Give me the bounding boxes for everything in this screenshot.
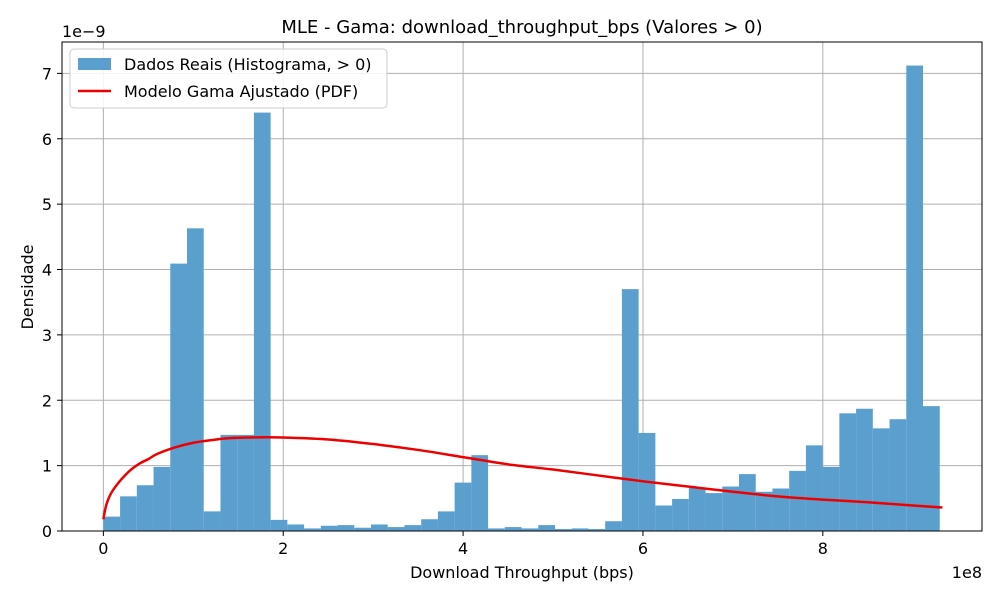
histogram-bar xyxy=(320,525,338,531)
histogram-bar xyxy=(872,428,890,531)
x-axis-label: Download Throughput (bps) xyxy=(410,563,634,582)
histogram-bar xyxy=(705,493,723,531)
histogram-bar xyxy=(170,263,188,531)
histogram-bar xyxy=(688,487,706,531)
y-axis-label: Densidade xyxy=(18,244,37,329)
histogram-bar xyxy=(906,65,924,531)
histogram-bar xyxy=(337,525,355,531)
histogram-bar xyxy=(270,519,288,531)
y-tick-label: 6 xyxy=(42,130,52,149)
histogram-bar xyxy=(237,434,254,531)
y-tick-label: 1 xyxy=(42,457,52,476)
y-tick-label: 0 xyxy=(42,522,52,541)
legend-curve-label: Modelo Gama Ajustado (PDF) xyxy=(124,82,358,101)
legend: Dados Reais (Histograma, > 0) Modelo Gam… xyxy=(69,48,388,109)
histogram-bar xyxy=(120,496,137,531)
histogram-bar xyxy=(187,228,204,532)
chart-title: MLE - Gama: download_throughput_bps (Val… xyxy=(281,17,762,38)
histogram-bar xyxy=(755,491,773,531)
y-tick-label: 5 xyxy=(42,195,52,214)
x-axis-offset-label: 1e8 xyxy=(952,563,982,582)
pdf-curve-line xyxy=(102,435,943,520)
histogram-bar xyxy=(504,527,522,531)
histogram-bar xyxy=(387,527,405,531)
legend-histogram-label: Dados Reais (Histograma, > 0) xyxy=(124,55,372,74)
histogram-bar xyxy=(856,408,873,531)
histogram-bar xyxy=(471,455,489,531)
histogram-bar xyxy=(136,485,154,531)
histogram-bar xyxy=(839,413,857,531)
y-tick-label: 3 xyxy=(42,326,52,345)
legend-histogram-swatch xyxy=(78,58,111,70)
histogram-bar xyxy=(421,519,438,531)
histogram-bars xyxy=(103,65,940,532)
histogram-bar xyxy=(605,521,622,531)
histogram-bar xyxy=(789,470,806,531)
x-tick-label: 4 xyxy=(458,539,468,558)
histogram-bar xyxy=(655,505,673,531)
x-tick-label: 0 xyxy=(98,539,108,558)
x-tick-label: 6 xyxy=(638,539,648,558)
histogram-bar xyxy=(722,486,740,531)
histogram-bar xyxy=(103,516,121,531)
pdf-curve-layer xyxy=(102,435,943,520)
histogram-bar xyxy=(488,528,505,531)
histogram-bar xyxy=(805,445,823,531)
y-tick-label: 2 xyxy=(42,391,52,410)
histogram-bar xyxy=(203,511,221,531)
histogram-bar xyxy=(889,419,907,531)
grid-lines xyxy=(62,42,982,532)
histogram-bar xyxy=(354,527,372,531)
histogram-bar xyxy=(220,434,238,531)
histogram-bar xyxy=(371,524,388,531)
x-tick-label: 2 xyxy=(278,539,288,558)
histogram-bar xyxy=(739,474,756,531)
y-tick-label: 7 xyxy=(42,64,52,83)
histogram-bar xyxy=(672,498,689,531)
histogram-bar xyxy=(454,482,472,531)
histogram-bar xyxy=(304,528,321,531)
plot-frame xyxy=(61,41,983,532)
histogram-bar xyxy=(437,511,455,531)
y-axis-offset-label: 1e−9 xyxy=(62,22,106,41)
legend-box xyxy=(69,48,388,109)
histogram-bar xyxy=(253,112,271,531)
histogram-bar xyxy=(287,524,305,531)
x-tick-label: 8 xyxy=(818,539,828,558)
histogram-bar xyxy=(404,525,422,531)
histogram-bar xyxy=(588,529,606,531)
histogram-bar xyxy=(621,289,639,531)
histogram-bar xyxy=(571,528,589,531)
histogram-bar xyxy=(923,406,940,531)
histogram-bar xyxy=(521,528,539,531)
axis-ticks: 0 2 4 6 8 0 1 2 3 4 5 6 7 xyxy=(42,64,828,558)
histogram-bar xyxy=(153,466,171,531)
histogram-bar xyxy=(538,525,556,531)
y-tick-label: 4 xyxy=(42,261,52,280)
histogram-bar xyxy=(772,488,790,531)
histogram-bar xyxy=(555,529,572,531)
